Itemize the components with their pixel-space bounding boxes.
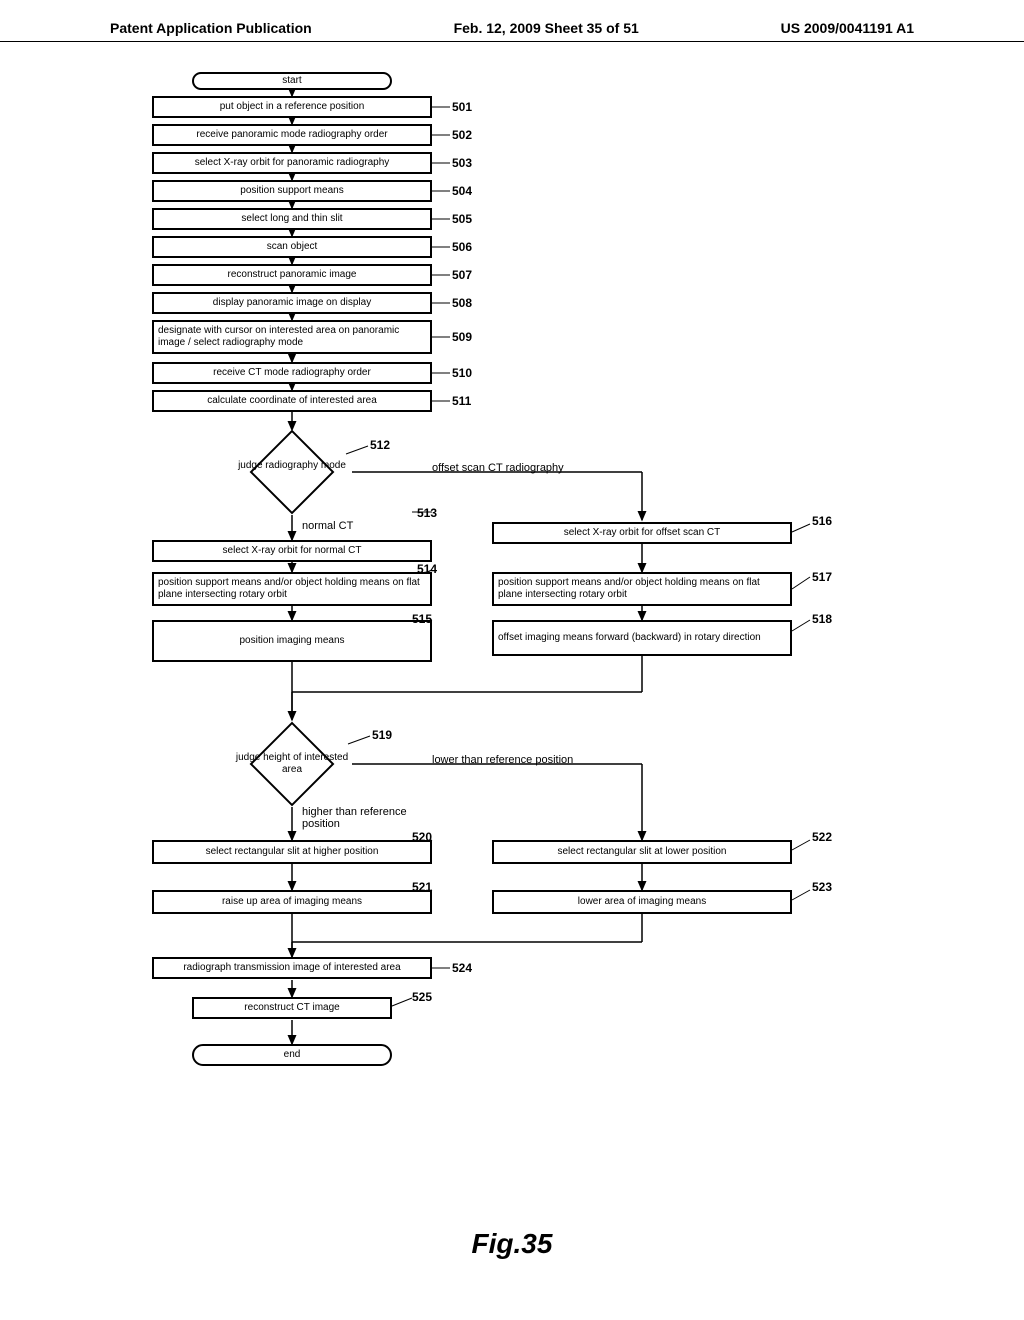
branch-lower-pos: lower than reference position: [432, 754, 573, 766]
ref-523: 523: [812, 880, 832, 894]
ref-503: 503: [452, 156, 472, 170]
ref-512: 512: [370, 438, 390, 452]
ref-502: 502: [452, 128, 472, 142]
node-516: select X-ray orbit for offset scan CT: [492, 522, 792, 544]
ref-520: 520: [412, 830, 432, 844]
node-end: end: [192, 1044, 392, 1066]
ref-524: 524: [452, 961, 472, 975]
ref-501: 501: [452, 100, 472, 114]
ref-508: 508: [452, 296, 472, 310]
header-right: US 2009/0041191 A1: [781, 20, 914, 36]
node-520: select rectangular slit at higher positi…: [152, 840, 432, 864]
node-start: start: [192, 72, 392, 90]
ref-507: 507: [452, 268, 472, 282]
ref-504: 504: [452, 184, 472, 198]
branch-offset-ct: offset scan CT radiography: [432, 462, 564, 474]
header-center: Feb. 12, 2009 Sheet 35 of 51: [454, 20, 639, 36]
node-515: position imaging means: [152, 620, 432, 662]
node-501: put object in a reference position: [152, 96, 432, 118]
ref-514: 514: [417, 562, 437, 576]
ref-516: 516: [812, 514, 832, 528]
branch-normal-ct: normal CT: [302, 520, 353, 532]
node-506: scan object: [152, 236, 432, 258]
node-505: select long and thin slit: [152, 208, 432, 230]
ref-518: 518: [812, 612, 832, 626]
ref-510: 510: [452, 366, 472, 380]
ref-519: 519: [372, 728, 392, 742]
node-518: offset imaging means forward (backward) …: [492, 620, 792, 656]
ref-517: 517: [812, 570, 832, 584]
figure-label: Fig.35: [0, 1228, 1024, 1260]
ref-509: 509: [452, 330, 472, 344]
node-507: reconstruct panoramic image: [152, 264, 432, 286]
node-509: designate with cursor on interested area…: [152, 320, 432, 354]
node-512-diamond: [250, 430, 335, 515]
ref-506: 506: [452, 240, 472, 254]
node-524: radiograph transmission image of interes…: [152, 957, 432, 979]
branch-higher-pos: higher than reference position: [302, 806, 412, 830]
node-504: position support means: [152, 180, 432, 202]
ref-505: 505: [452, 212, 472, 226]
node-519-diamond: [250, 722, 335, 807]
node-508: display panoramic image on display: [152, 292, 432, 314]
node-503: select X-ray orbit for panoramic radiogr…: [152, 152, 432, 174]
header-left: Patent Application Publication: [110, 20, 312, 36]
node-510: receive CT mode radiography order: [152, 362, 432, 384]
ref-525: 525: [412, 990, 432, 1004]
node-513: select X-ray orbit for normal CT: [152, 540, 432, 562]
node-521: raise up area of imaging means: [152, 890, 432, 914]
node-502: receive panoramic mode radiography order: [152, 124, 432, 146]
node-517: position support means and/or object hol…: [492, 572, 792, 606]
flowchart-fig35: start put object in a reference position…: [112, 72, 912, 1152]
node-523: lower area of imaging means: [492, 890, 792, 914]
ref-511: 511: [452, 394, 471, 408]
node-522: select rectangular slit at lower positio…: [492, 840, 792, 864]
ref-521: 521: [412, 880, 432, 894]
node-525: reconstruct CT image: [192, 997, 392, 1019]
node-514: position support means and/or object hol…: [152, 572, 432, 606]
ref-513: 513: [417, 506, 437, 520]
ref-522: 522: [812, 830, 832, 844]
ref-515: 515: [412, 612, 432, 626]
connector-lines: [112, 72, 912, 1152]
node-511: calculate coordinate of interested area: [152, 390, 432, 412]
page-header: Patent Application Publication Feb. 12, …: [0, 0, 1024, 42]
